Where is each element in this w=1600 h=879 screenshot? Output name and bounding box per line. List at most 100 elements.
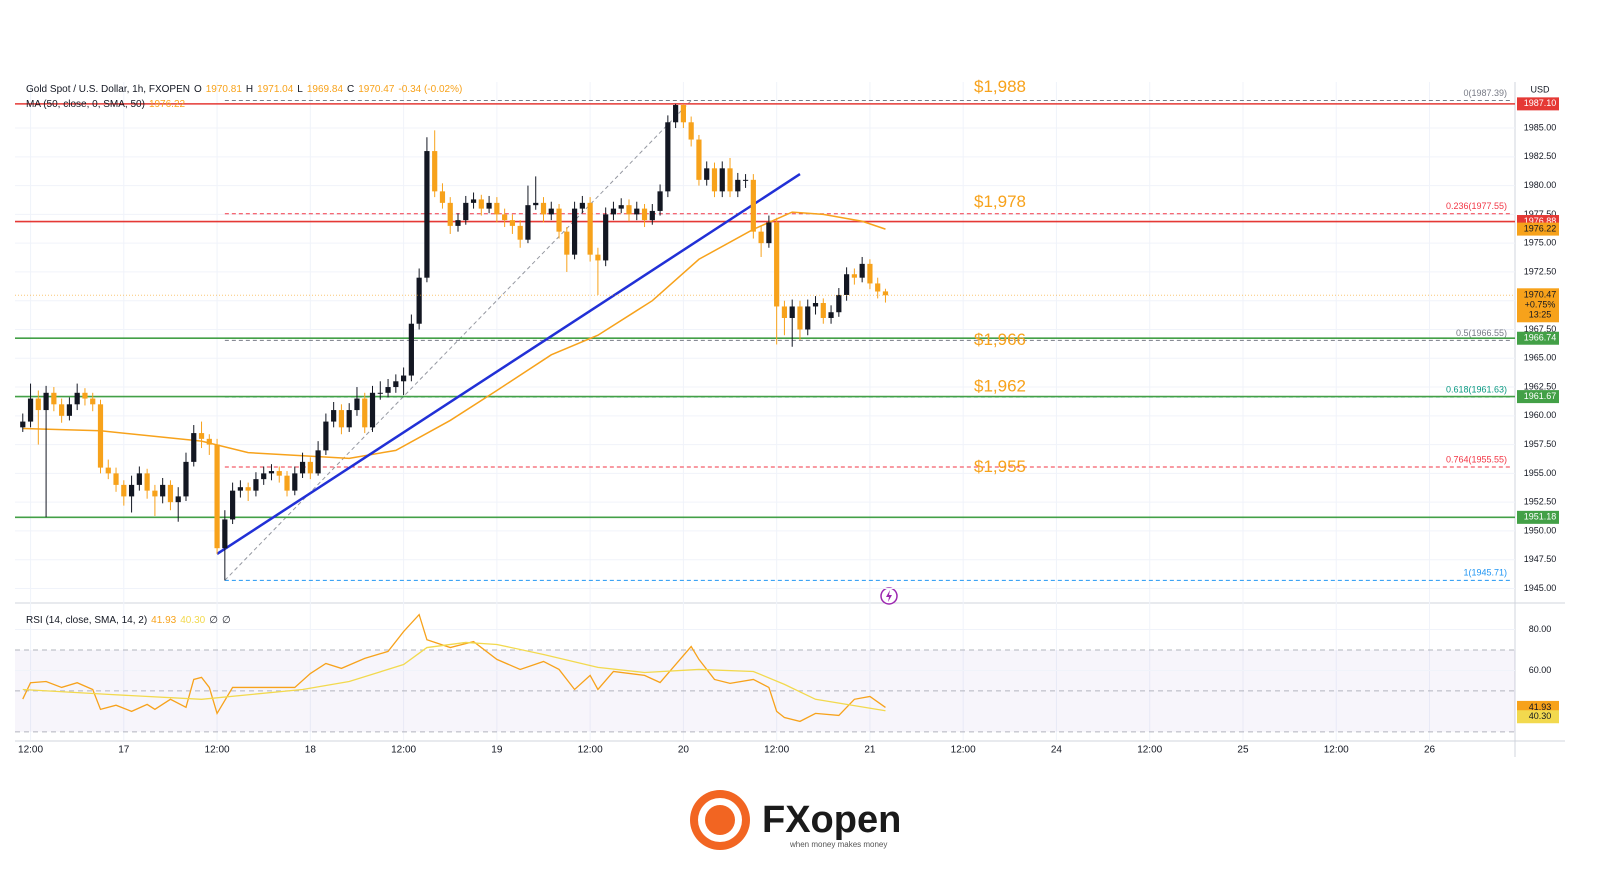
candle-body [331, 410, 337, 422]
candle-body [774, 222, 780, 307]
candle-body [82, 392, 88, 399]
candle-body [470, 199, 477, 203]
candle-body [859, 263, 865, 278]
y-tick-label: 1982.50 [1524, 151, 1557, 161]
legend-item: Gold Spot / U.S. Dollar, 1h, FXOPEN [26, 84, 190, 95]
x-tick-label: 17 [118, 745, 130, 756]
candle-body [113, 473, 119, 485]
candle-body [556, 208, 562, 232]
candle-body [758, 231, 764, 244]
candle-body [97, 404, 104, 468]
candle-body [882, 291, 889, 296]
candle-body [90, 398, 96, 405]
y-tick-label: 1980.00 [1524, 180, 1557, 190]
candle-body [571, 208, 578, 255]
candle-body [144, 473, 150, 491]
candle-body [781, 306, 788, 318]
legend-item: 1970.81 [206, 84, 243, 95]
candle-body [121, 484, 127, 497]
candle-body [478, 199, 484, 209]
x-tick-label: 12:00 [18, 745, 43, 756]
fib-label: 1(1945.71) [1463, 568, 1507, 578]
candle-body [245, 487, 251, 491]
legend-item: -0.34 (-0.02%) [398, 84, 462, 95]
level-tag-text: 1961.67 [1524, 391, 1557, 401]
x-tick-label: 24 [1051, 745, 1063, 756]
y-tick-label: 1947.50 [1524, 554, 1557, 564]
chart-legend: MA (50, close, 0, SMA, 50) 1976.22 [26, 99, 186, 110]
candle-body [432, 151, 438, 192]
annotation: $1,966 [974, 330, 1026, 349]
candle-body [797, 306, 803, 330]
logo-tagline: when money makes money [789, 840, 887, 849]
legend-item: ∅ [209, 615, 218, 626]
candle-body [439, 191, 446, 203]
candle-body [735, 179, 741, 192]
legend-item: H [246, 84, 253, 95]
candle-body [338, 410, 345, 428]
annotation: $1,988 [974, 77, 1026, 96]
candle-body [502, 214, 508, 221]
candle-body [385, 387, 391, 393]
x-tick-label: 20 [678, 745, 690, 756]
annotation: $1,978 [974, 192, 1026, 211]
legend-item: MA (50, close, 0, SMA, 50) [26, 99, 145, 110]
currency-label: USD [1530, 84, 1550, 94]
candle-body [315, 450, 321, 474]
candle-body [253, 479, 259, 491]
candle-body [230, 490, 236, 520]
candle-body [844, 274, 850, 295]
candle-body [222, 519, 228, 549]
price-tag-countdown: 13:25 [1529, 310, 1552, 320]
candle-body [704, 168, 710, 180]
legend-item: ∅ [222, 615, 231, 626]
candle-body [27, 398, 34, 422]
x-tick-label: 19 [491, 745, 503, 756]
level-tag-text: 1951.18 [1524, 512, 1557, 522]
level-tag-text: 1966.74 [1524, 333, 1557, 343]
fib-label: 0.764(1955.55) [1446, 454, 1507, 464]
candle-body [820, 303, 826, 318]
fib-label: 0(1987.39) [1463, 88, 1507, 98]
candle-body [175, 496, 181, 503]
candle-body [59, 404, 65, 416]
candle-body [51, 392, 57, 405]
y-tick-label: 1945.00 [1524, 583, 1557, 593]
rsi-line [22, 641, 886, 712]
candle-body [587, 202, 593, 255]
candle-body [66, 404, 73, 416]
price-tag-box [1517, 288, 1559, 323]
candle-body [517, 225, 523, 240]
legend-item: O [194, 84, 202, 95]
fib-label: 0.5(1966.55) [1456, 328, 1507, 338]
x-tick-label: 12:00 [205, 745, 230, 756]
candle-body [875, 283, 881, 292]
candle-body [424, 151, 430, 278]
candle-body [369, 392, 376, 428]
candle-body [688, 122, 694, 140]
logo-emblem [690, 790, 750, 850]
chart-legend: Gold Spot / U.S. Dollar, 1h, FXOPEN O 1970… [26, 84, 462, 95]
level-tag-text: 1987.10 [1524, 98, 1557, 108]
level-tag-box [1517, 97, 1559, 111]
level-tag-box [1517, 331, 1559, 345]
candle-body [362, 398, 368, 428]
candle-body [105, 467, 111, 474]
candle-body [198, 433, 205, 439]
candle-body [610, 208, 617, 215]
candle-body [680, 105, 686, 123]
candle-body [673, 105, 679, 123]
candle-body [540, 202, 547, 215]
candle-body [74, 392, 80, 405]
rsi-sma-tag: 40.30 [1517, 710, 1559, 724]
candle-body [548, 208, 554, 215]
legend-item: 1969.84 [307, 84, 344, 95]
y-tick-label: 1967.50 [1524, 324, 1557, 334]
rsi-tick-label: 60.00 [1529, 665, 1552, 675]
candle-body [618, 205, 624, 209]
candle-body [789, 306, 795, 318]
moving-average [22, 211, 886, 460]
level-tag-box [1517, 510, 1559, 524]
